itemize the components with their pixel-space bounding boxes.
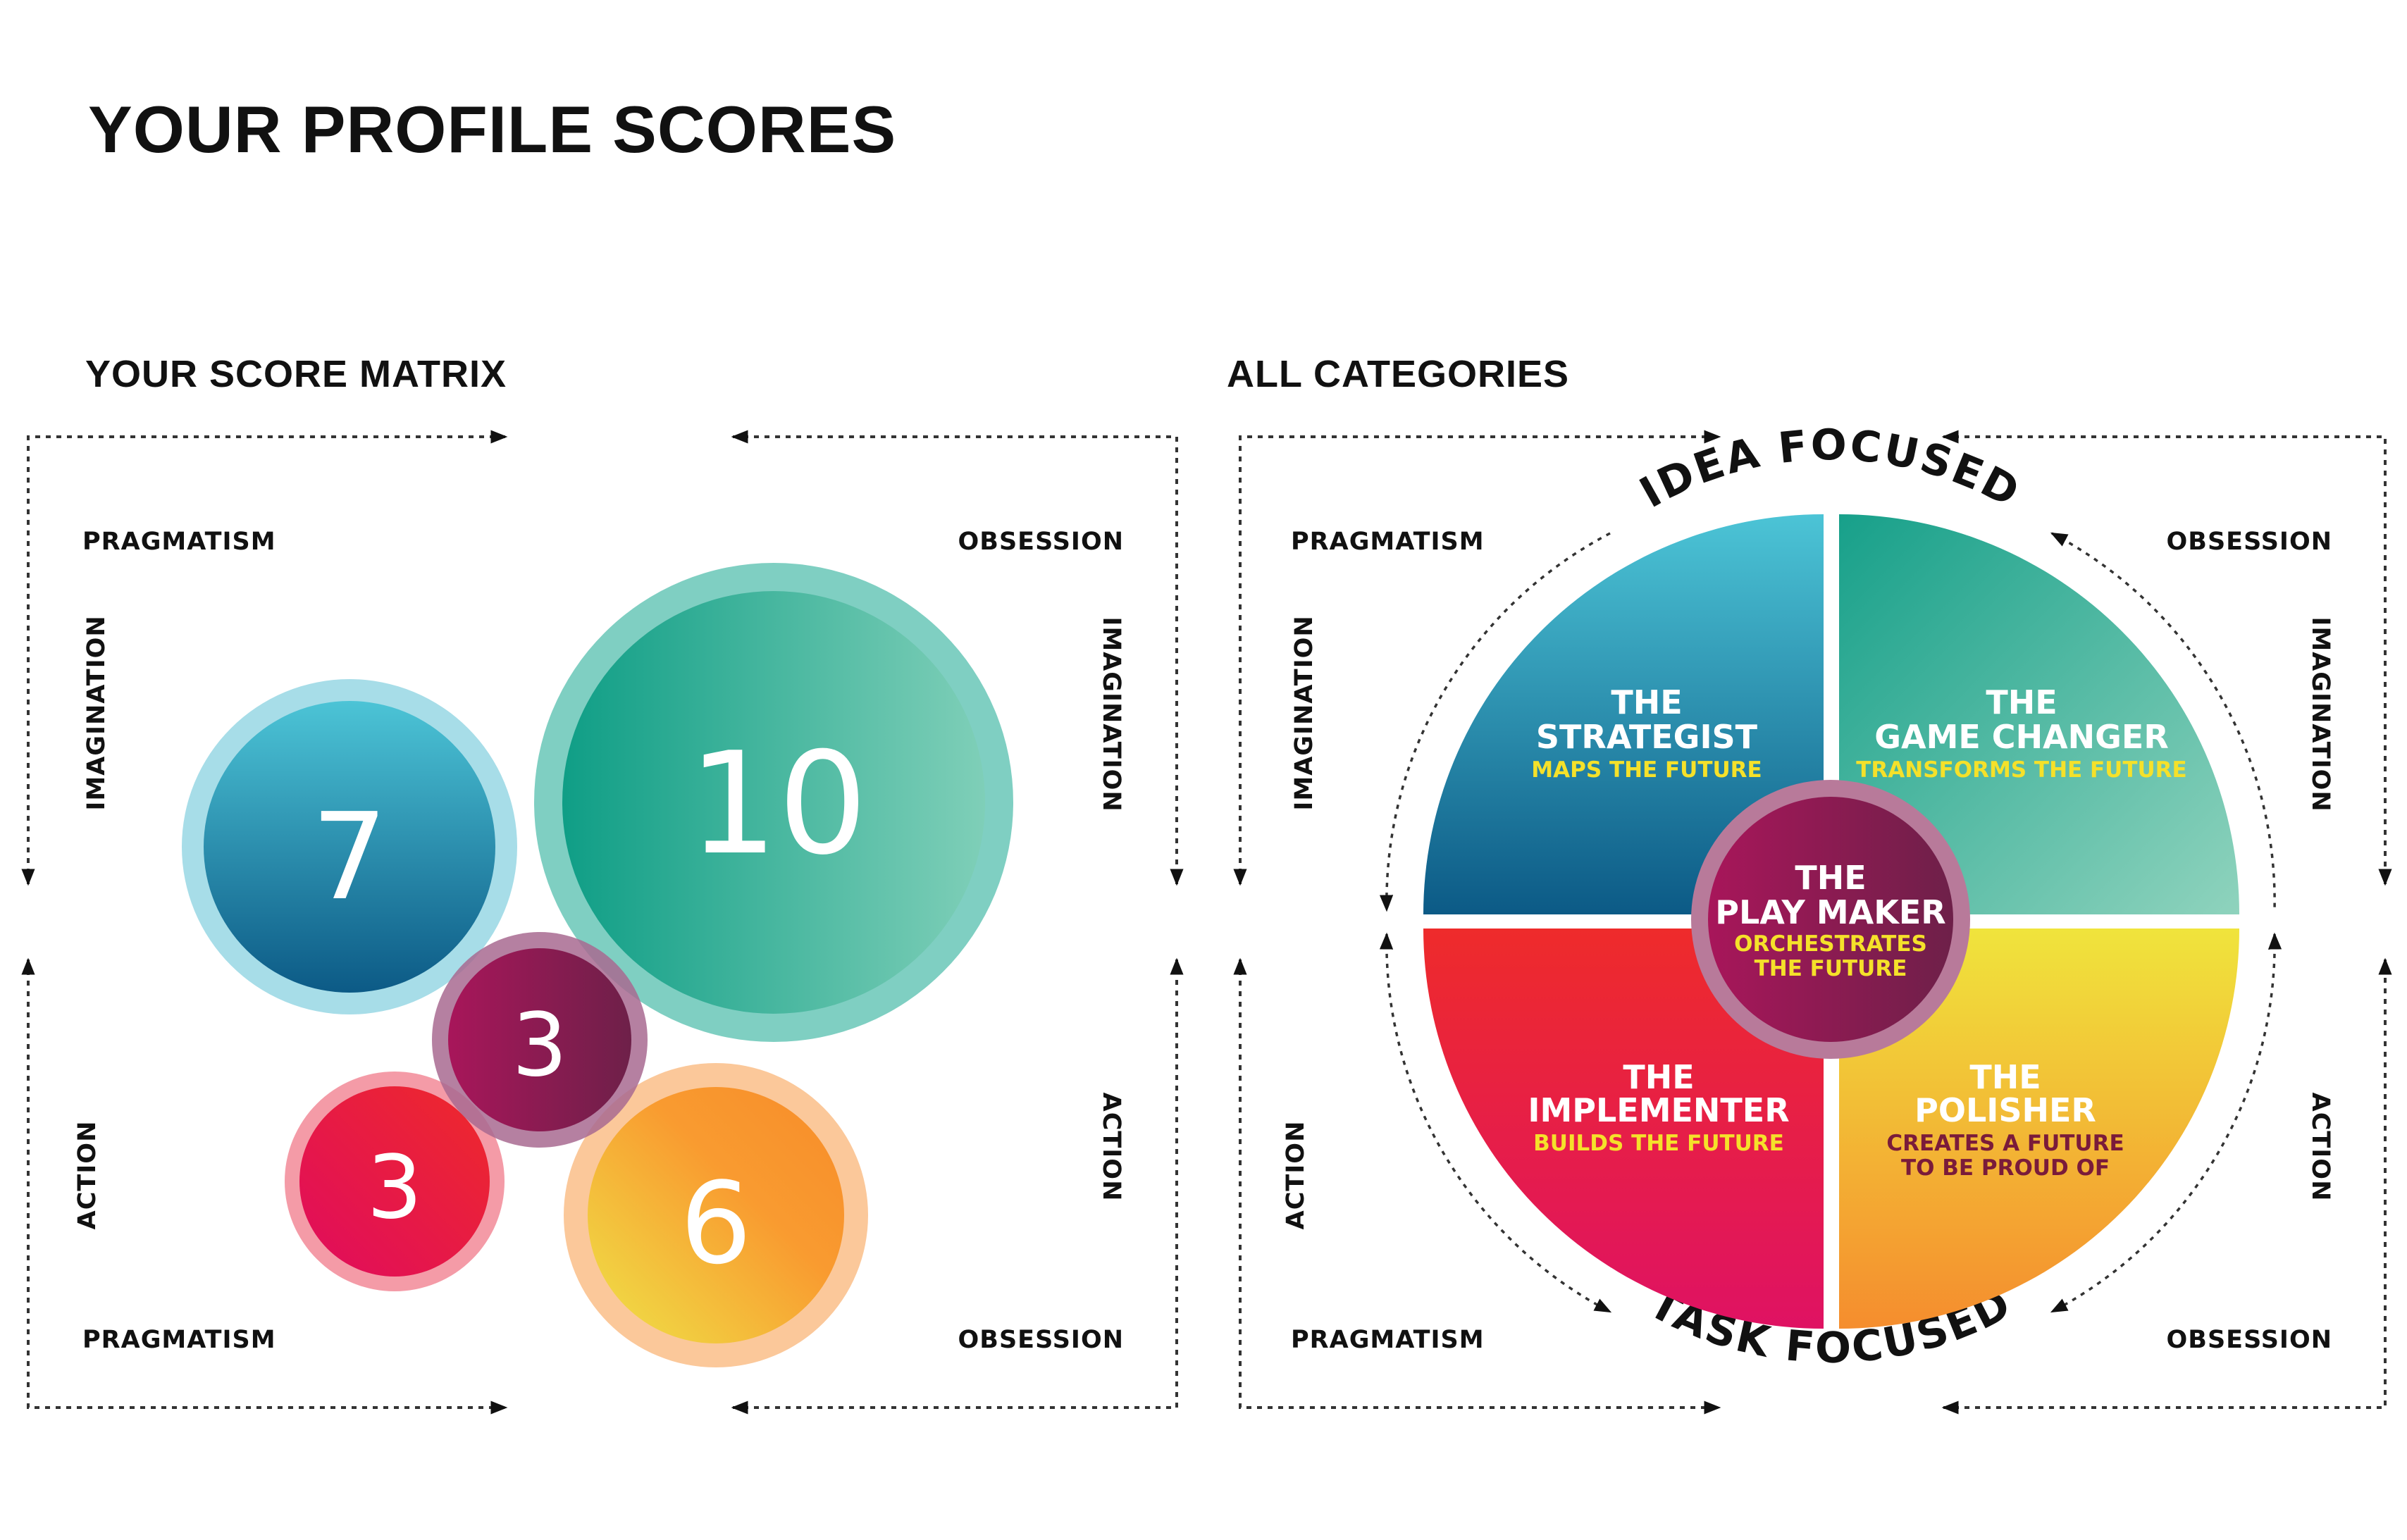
svg-text:THE: THE xyxy=(1969,1058,2041,1096)
cycle-arrows xyxy=(1379,532,2282,1313)
categories-label-obsession-top: OBSESSION xyxy=(2167,528,2332,556)
categories-label-imagination-left: IMAGINATION xyxy=(1290,615,1318,810)
matrix-label-obsession-top: OBSESSION xyxy=(958,528,1124,556)
score-bubble-implementer: 3 xyxy=(285,1072,505,1291)
svg-text:THE: THE xyxy=(1986,683,2057,721)
quadrant-text-game-changer: THE GAME CHANGER TRANSFORMS THE FUTURE xyxy=(1856,683,2186,783)
categories-label-pragmatism-top: PRAGMATISM xyxy=(1291,528,1485,556)
category-wheel xyxy=(1423,514,2239,1329)
score-value-play-maker: 3 xyxy=(512,995,568,1096)
score-value-polisher: 6 xyxy=(680,1157,752,1289)
svg-text:CREATES A FUTURE: CREATES A FUTURE xyxy=(1886,1131,2124,1156)
svg-text:THE FUTURE: THE FUTURE xyxy=(1755,956,1907,981)
categories-frame xyxy=(1233,430,2392,1415)
svg-text:THE: THE xyxy=(1611,683,1682,721)
svg-text:IMPLEMENTER: IMPLEMENTER xyxy=(1528,1091,1789,1129)
quadrant-implementer xyxy=(1423,929,1824,1329)
score-bubble-strategist: 7 xyxy=(182,679,517,1014)
page-title: YOUR PROFILE SCORES xyxy=(88,92,897,166)
quadrant-text-strategist: THE STRATEGIST MAPS THE FUTURE xyxy=(1531,683,1762,783)
center-play-maker xyxy=(1708,797,1953,1042)
quadrant-strategist xyxy=(1423,514,1824,914)
matrix-label-action-left: ACTION xyxy=(73,1121,101,1230)
matrix-label-imagination-right: IMAGINATION xyxy=(1097,616,1125,812)
quadrant-text-implementer: THE IMPLEMENTER BUILDS THE FUTURE xyxy=(1528,1058,1789,1156)
svg-text:GAME CHANGER: GAME CHANGER xyxy=(1874,718,2169,756)
quadrant-polisher xyxy=(1839,929,2239,1329)
categories-label-action-left: ACTION xyxy=(1282,1121,1310,1230)
center-text-play-maker: THE PLAY MAKER ORCHESTRATES THE FUTURE xyxy=(1715,859,1945,981)
categories-label-pragmatism-bottom: PRAGMATISM xyxy=(1291,1326,1485,1354)
matrix-label-action-right: ACTION xyxy=(1097,1093,1125,1202)
matrix-label-obsession-bottom: OBSESSION xyxy=(958,1326,1124,1354)
matrix-label-pragmatism-bottom: PRAGMATISM xyxy=(82,1326,276,1354)
score-value-game-changer: 10 xyxy=(688,722,868,886)
categories-label-action-right: ACTION xyxy=(2306,1093,2334,1202)
score-matrix-title: YOUR SCORE MATRIX xyxy=(85,353,507,395)
categories-label-obsession-bottom: OBSESSION xyxy=(2167,1326,2332,1354)
svg-text:PLAY MAKER: PLAY MAKER xyxy=(1715,893,1945,931)
score-bubble-play-maker: 3 xyxy=(432,932,648,1148)
svg-text:THE: THE xyxy=(1623,1058,1694,1096)
svg-text:TRANSFORMS THE FUTURE: TRANSFORMS THE FUTURE xyxy=(1856,757,2186,783)
score-value-implementer: 3 xyxy=(367,1137,423,1238)
quadrant-game-changer xyxy=(1839,514,2239,914)
matrix-label-imagination-left: IMAGINATION xyxy=(82,615,111,810)
matrix-label-pragmatism-top: PRAGMATISM xyxy=(82,528,276,556)
score-matrix-frame xyxy=(21,430,1184,1415)
svg-text:THE: THE xyxy=(1795,859,1866,897)
quadrant-text-polisher: THE POLISHER CREATES A FUTURE TO BE PROU… xyxy=(1886,1058,2124,1181)
score-bubble-game-changer: 10 xyxy=(534,563,1013,1042)
svg-text:TO BE PROUD OF: TO BE PROUD OF xyxy=(1901,1155,2110,1181)
svg-text:STRATEGIST: STRATEGIST xyxy=(1536,718,1758,756)
score-value-strategist: 7 xyxy=(311,788,388,927)
score-bubble-polisher: 6 xyxy=(564,1063,868,1367)
idea-focused-label: IDEA FOCUSED xyxy=(1632,421,2029,518)
categories-label-imagination-right: IMAGINATION xyxy=(2306,616,2334,812)
all-categories-title: ALL CATEGORIES xyxy=(1227,353,1570,395)
svg-text:MAPS THE FUTURE: MAPS THE FUTURE xyxy=(1531,757,1762,783)
svg-text:BUILDS THE FUTURE: BUILDS THE FUTURE xyxy=(1533,1131,1784,1156)
svg-text:POLISHER: POLISHER xyxy=(1914,1091,2096,1129)
svg-text:ORCHESTRATES: ORCHESTRATES xyxy=(1734,931,1927,957)
